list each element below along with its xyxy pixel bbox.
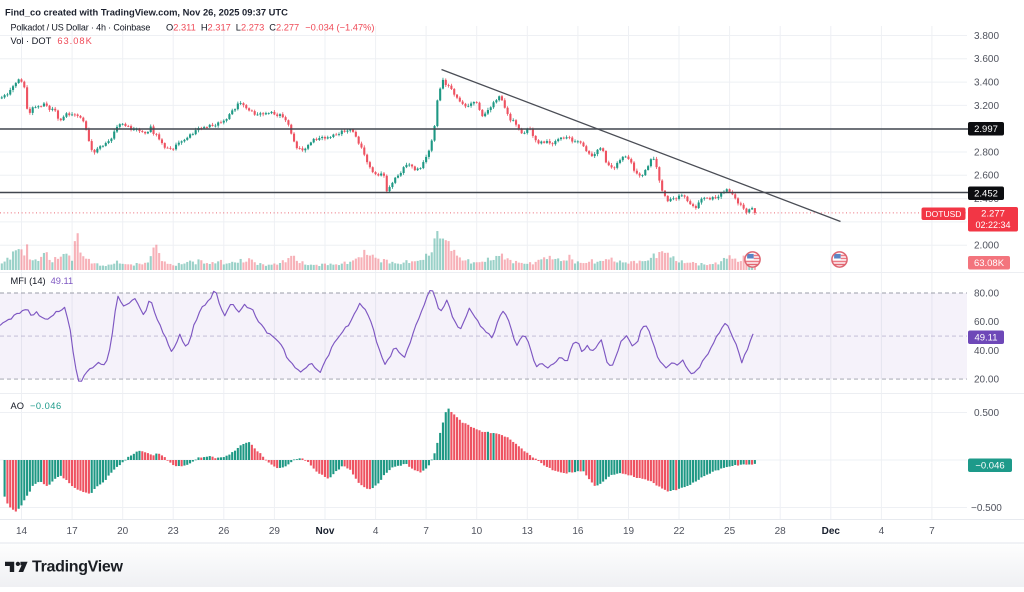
- svg-text:13: 13: [522, 526, 534, 537]
- svg-text:AO−0.046: AO −0.046: [11, 401, 62, 411]
- svg-text:20: 20: [117, 526, 129, 537]
- svg-text:16: 16: [572, 526, 584, 537]
- svg-text:3.200: 3.200: [974, 101, 999, 112]
- svg-text:3.800: 3.800: [974, 31, 999, 42]
- svg-text:23: 23: [168, 526, 180, 537]
- svg-text:22: 22: [673, 526, 685, 537]
- svg-text:40.00: 40.00: [974, 346, 999, 357]
- svg-text:25: 25: [724, 526, 736, 537]
- svg-text:TradingView: TradingView: [32, 559, 124, 576]
- svg-text:Nov: Nov: [316, 526, 335, 537]
- svg-text:49.11: 49.11: [974, 333, 997, 344]
- svg-text:10: 10: [471, 526, 483, 537]
- svg-text:DOTUSD: DOTUSD: [926, 209, 962, 219]
- svg-text:2.277: 2.277: [981, 209, 1005, 220]
- svg-text:3.400: 3.400: [974, 78, 999, 89]
- svg-text:60.00: 60.00: [974, 317, 999, 328]
- svg-text:2.452: 2.452: [974, 189, 998, 200]
- svg-text:Find_co created with TradingVi: Find_co created with TradingView.com, No…: [5, 7, 288, 18]
- svg-text:63.08K: 63.08K: [974, 258, 1005, 269]
- svg-text:4: 4: [879, 526, 885, 537]
- svg-text:3.600: 3.600: [974, 54, 999, 65]
- svg-text:02:22:34: 02:22:34: [975, 220, 1010, 230]
- svg-text:−0.046: −0.046: [975, 461, 1004, 472]
- svg-text:2.600: 2.600: [974, 171, 999, 182]
- svg-text:7: 7: [423, 526, 429, 537]
- svg-text:19: 19: [623, 526, 635, 537]
- svg-text:0.500: 0.500: [974, 408, 999, 419]
- svg-text:Polkadot / US Dollar · 4h · Co: Polkadot / US Dollar · 4h · Coinbase: [11, 23, 151, 33]
- svg-text:14: 14: [16, 526, 28, 537]
- svg-text:4: 4: [373, 526, 379, 537]
- svg-text:MFI (14)49.11: MFI (14) 49.11: [11, 276, 74, 286]
- svg-text:28: 28: [775, 526, 787, 537]
- svg-text:2.997: 2.997: [974, 124, 998, 135]
- svg-text:2.800: 2.800: [974, 147, 999, 158]
- svg-text:29: 29: [269, 526, 281, 537]
- svg-text:−0.500: −0.500: [971, 503, 1002, 514]
- svg-text:20.00: 20.00: [974, 375, 999, 386]
- svg-text:17: 17: [67, 526, 79, 537]
- svg-text:2.000: 2.000: [974, 241, 999, 252]
- svg-text:7: 7: [929, 526, 935, 537]
- svg-text:26: 26: [218, 526, 230, 537]
- svg-text:80.00: 80.00: [974, 288, 999, 299]
- svg-text:Dec: Dec: [822, 526, 841, 537]
